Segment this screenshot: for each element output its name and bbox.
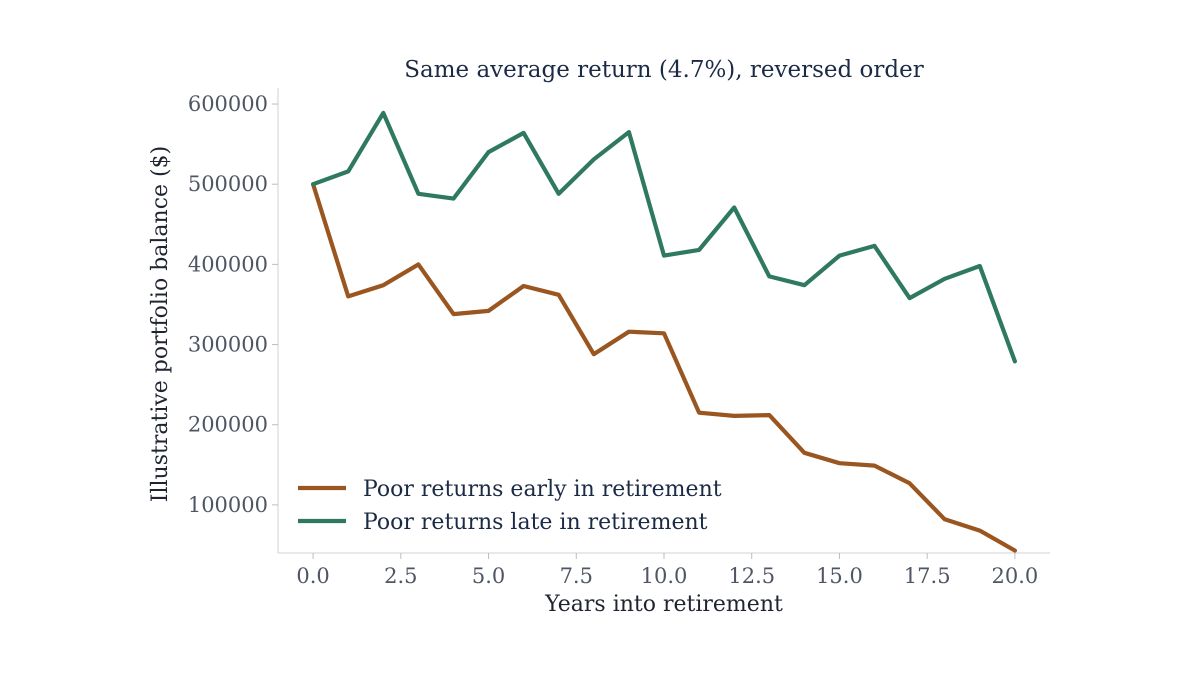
y-tick-label: 500000 — [188, 172, 268, 196]
y-tick-label: 600000 — [188, 92, 268, 116]
series-lines — [311, 110, 1018, 553]
x-axis-label: Years into retirement — [544, 592, 783, 617]
legend-label: Poor returns early in retirement — [363, 477, 722, 502]
legend: Poor returns early in retirement Poor ret… — [298, 477, 722, 535]
y-tick-label: 200000 — [188, 413, 268, 437]
x-tick-label: 10.0 — [641, 564, 688, 588]
x-tick-label: 7.5 — [560, 564, 593, 588]
y-axis-label: Illustrative portfolio balance ($) — [148, 146, 173, 502]
x-tick-label: 17.5 — [904, 564, 951, 588]
x-tick-label: 5.0 — [472, 564, 505, 588]
x-axis-ticks: 0.0 2.5 5.0 7.5 10.0 12.5 15.0 17.5 20.0 — [296, 553, 1038, 588]
x-tick-label: 20.0 — [992, 564, 1039, 588]
y-tick-label: 300000 — [188, 333, 268, 357]
x-tick-label: 2.5 — [384, 564, 417, 588]
chart-title: Same average return (4.7%), reversed ord… — [404, 57, 923, 83]
series-line-poor-early — [311, 182, 1018, 553]
x-tick-label: 0.0 — [296, 564, 329, 588]
y-tick-label: 400000 — [188, 252, 268, 276]
legend-label: Poor returns late in retirement — [363, 510, 708, 535]
x-tick-label: 15.0 — [816, 564, 863, 588]
series-line-poor-late — [311, 110, 1018, 364]
y-axis-ticks: 100000 200000 300000 400000 500000 600000 — [188, 92, 278, 517]
x-tick-label: 12.5 — [728, 564, 775, 588]
y-tick-label: 100000 — [188, 493, 268, 517]
